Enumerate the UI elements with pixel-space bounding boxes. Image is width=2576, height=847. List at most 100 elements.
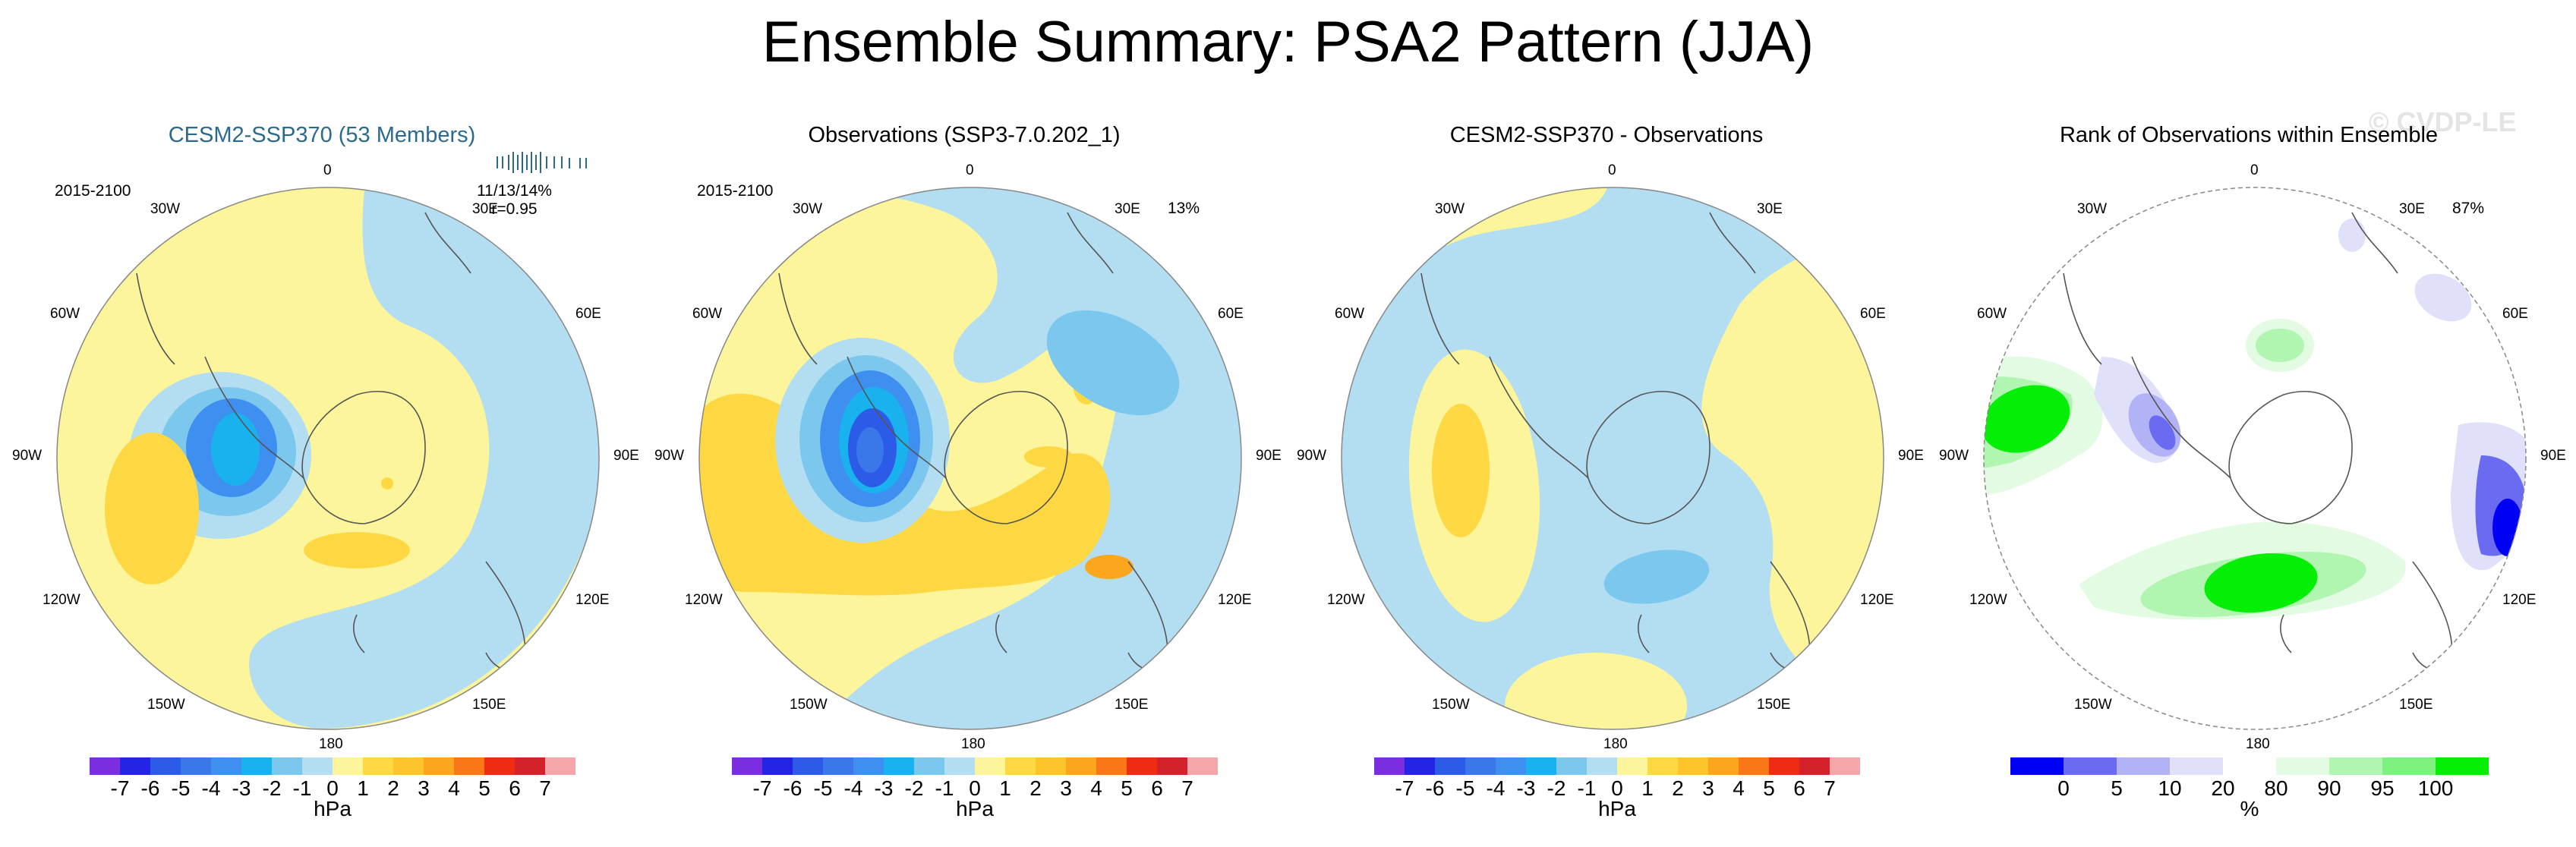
- colorbar-box: [2276, 757, 2329, 775]
- colorbar-tick-label: 20: [2211, 776, 2235, 800]
- panel-title: CESM2-SSP370 (53 Members): [168, 123, 476, 147]
- colorbar-tick-label: -4: [1486, 776, 1506, 800]
- colorbar-box: [1769, 757, 1799, 775]
- colorbar-tick-label: -3: [1516, 776, 1536, 800]
- colorbar-tick-label: 2: [387, 776, 399, 800]
- lon-label: 60W: [50, 306, 80, 322]
- colorbar-tick-label: -1: [292, 776, 312, 800]
- lon-label: 180: [2246, 736, 2270, 752]
- lon-label: 90E: [2540, 448, 2566, 464]
- colorbar-tick-label: -1: [1577, 776, 1597, 800]
- colorbar-tick-label: 1: [357, 776, 369, 800]
- lon-label: 120E: [2502, 592, 2537, 608]
- colorbar-box: [1830, 757, 1860, 775]
- lon-label: 180: [319, 736, 343, 752]
- colorbar-tick-label: 7: [1824, 776, 1836, 800]
- lon-label: 60W: [1335, 306, 1365, 322]
- colorbar-box: [1799, 757, 1830, 775]
- colorbar-box: [2382, 757, 2436, 775]
- colorbar-box: [1005, 757, 1036, 775]
- colorbar-tick-label: -3: [232, 776, 251, 800]
- colorbar-box: [762, 757, 793, 775]
- stats-line-1: 11/13/14%: [477, 182, 552, 200]
- contour-positive-west: [105, 433, 199, 584]
- colorbar-box: [241, 757, 272, 775]
- percent-label: 13%: [1168, 200, 1200, 217]
- colorbar-box: [2010, 757, 2064, 775]
- period-label: 2015-2100: [697, 182, 774, 200]
- colorbar-tick-label: 0: [326, 776, 339, 800]
- colorbar-tick-label: -6: [783, 776, 802, 800]
- colorbar-box: [1127, 757, 1157, 775]
- colorbar-box: [363, 757, 393, 775]
- lon-label: 30W: [2077, 201, 2108, 217]
- colorbar-box: [2329, 757, 2382, 775]
- watermark: © CVDP-LE: [2369, 106, 2517, 137]
- colorbar-tick-label: 5: [1121, 776, 1133, 800]
- lon-label: 150E: [472, 697, 506, 713]
- contour-negative-east: [249, 190, 599, 729]
- colorbar-tick-label: -7: [1395, 776, 1414, 800]
- colorbar-tick-label: 3: [418, 776, 430, 800]
- colorbar-box: [333, 757, 363, 775]
- colorbar-tick-label: 10: [2158, 776, 2182, 800]
- lon-label: 150W: [147, 697, 185, 713]
- colorbar-box: [1066, 757, 1096, 775]
- colorbar-tick-label: -5: [171, 776, 191, 800]
- lon-label: 0: [2250, 162, 2259, 178]
- colorbar-box: [393, 757, 424, 775]
- colorbar-tick-label: 6: [1151, 776, 1163, 800]
- panel-title: Observations (SSP3-7.0.202_1): [808, 123, 1121, 147]
- colorbar-box: [515, 757, 545, 775]
- colorbar-box: [1708, 757, 1739, 775]
- colorbar-box: [944, 757, 975, 775]
- lon-label: 90E: [613, 448, 639, 464]
- colorbar-box: [302, 757, 333, 775]
- colorbar-box: [2170, 757, 2223, 775]
- lon-label: 120W: [1327, 592, 1365, 608]
- colorbar-box: [1036, 757, 1066, 775]
- colorbar-tick-label: 5: [478, 776, 490, 800]
- colorbar-box: [823, 757, 853, 775]
- lon-label: 180: [961, 736, 985, 752]
- lon-label: 150E: [1757, 697, 1791, 713]
- colorbar-box: [1374, 757, 1405, 775]
- spatial-map: [56, 152, 600, 730]
- colorbar-box: [1617, 757, 1647, 775]
- colorbar-tick-label: -2: [1547, 776, 1566, 800]
- lon-label: 90W: [654, 448, 685, 464]
- colorbar-box: [1096, 757, 1127, 775]
- colorbar-box: [150, 757, 181, 775]
- colorbar-box: [1405, 757, 1435, 775]
- percent-label: 87%: [2452, 200, 2485, 217]
- colorbar-unit-label: hPa: [1598, 797, 1636, 820]
- colorbar-box: [1496, 757, 1526, 775]
- colorbar-tick-label: -5: [1455, 776, 1475, 800]
- lon-label: 120W: [685, 592, 723, 608]
- lon-label: 90W: [1297, 448, 1327, 464]
- lon-label: 120E: [575, 592, 610, 608]
- colorbar-box: [120, 757, 150, 775]
- lon-label: 0: [323, 162, 332, 178]
- colorbar-tick-label: 0: [1611, 776, 1623, 800]
- colorbar-tick-label: 7: [1181, 776, 1193, 800]
- colorbar-box: [975, 757, 1005, 775]
- lon-label: 60W: [1977, 306, 2007, 322]
- colorbar-box: [732, 757, 762, 775]
- colorbar-tick-label: -3: [874, 776, 894, 800]
- colorbar-box: [1157, 757, 1187, 775]
- lon-label: 150W: [2074, 697, 2112, 713]
- colorbar-tick-label: 0: [969, 776, 981, 800]
- colorbar-unit-label: hPa: [314, 797, 352, 820]
- spatial-map: [1341, 187, 1884, 730]
- colorbar-tick-label: 6: [509, 776, 521, 800]
- lon-label: 150E: [2399, 697, 2433, 713]
- colorbar-box: [1465, 757, 1496, 775]
- colorbar-box: [1556, 757, 1587, 775]
- colorbar-unit-label: hPa: [956, 797, 994, 820]
- colorbar-box: [1187, 757, 1218, 775]
- colorbar-box: [2436, 757, 2489, 775]
- colorbar-box: [914, 757, 944, 775]
- colorbar-box: [884, 757, 914, 775]
- colorbar-tick-label: 5: [2111, 776, 2123, 800]
